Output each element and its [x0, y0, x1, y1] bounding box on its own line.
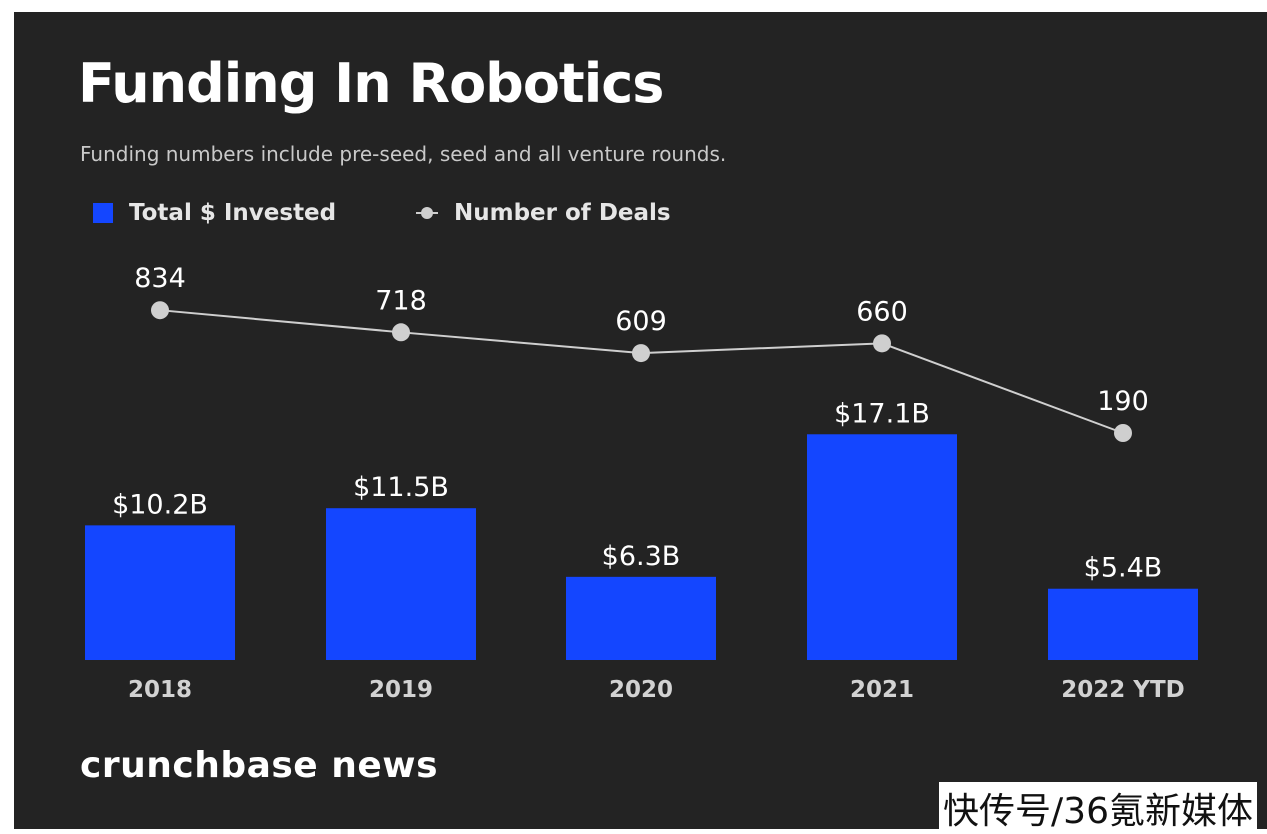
chart-title: Funding In Robotics — [78, 52, 664, 115]
deals-value-label: 834 — [134, 263, 186, 294]
category-label: 2019 — [369, 677, 433, 703]
bar-value-label: $10.2B — [112, 489, 208, 520]
bar-5 — [1048, 588, 1198, 660]
bar-value-label: $5.4B — [1084, 553, 1163, 584]
category-label: 2021 — [850, 677, 914, 703]
chart-panel — [14, 12, 1267, 829]
deals-value-label: 190 — [1097, 386, 1149, 417]
brand-logo: crunchbase news — [80, 745, 438, 786]
deals-value-label: 718 — [375, 285, 427, 316]
deals-value-label: 660 — [856, 296, 908, 327]
deals-point-3 — [632, 344, 650, 363]
category-label: 2020 — [609, 677, 673, 703]
deals-point-1 — [151, 301, 169, 320]
bar-value-label: $17.1B — [834, 398, 930, 429]
legend-item-number-of-deals: Number of Deals — [416, 200, 671, 226]
legend-item-total-invested: Total $ Invested — [93, 200, 336, 226]
category-label: 2022 YTD — [1061, 677, 1184, 703]
category-label: 2018 — [128, 677, 192, 703]
legend-label-total-invested: Total $ Invested — [129, 200, 337, 226]
deals-point-4 — [873, 334, 891, 353]
deals-point-2 — [392, 323, 410, 342]
deals-point-5 — [1114, 424, 1132, 442]
bar-1 — [85, 525, 235, 660]
watermark: 快传号/36氪新媒体 — [939, 782, 1257, 834]
bar-2 — [326, 508, 476, 660]
bar-swatch-icon — [93, 203, 113, 223]
chart-subtitle: Funding numbers include pre-seed, seed a… — [80, 142, 727, 166]
bar-value-label: $11.5B — [353, 472, 449, 503]
deals-value-label: 609 — [615, 306, 667, 337]
legend-label-number-of-deals: Number of Deals — [454, 200, 671, 226]
bar-value-label: $6.3B — [602, 541, 681, 572]
line-dot-icon — [416, 203, 438, 223]
bar-3 — [566, 576, 716, 660]
bar-4 — [807, 434, 957, 660]
